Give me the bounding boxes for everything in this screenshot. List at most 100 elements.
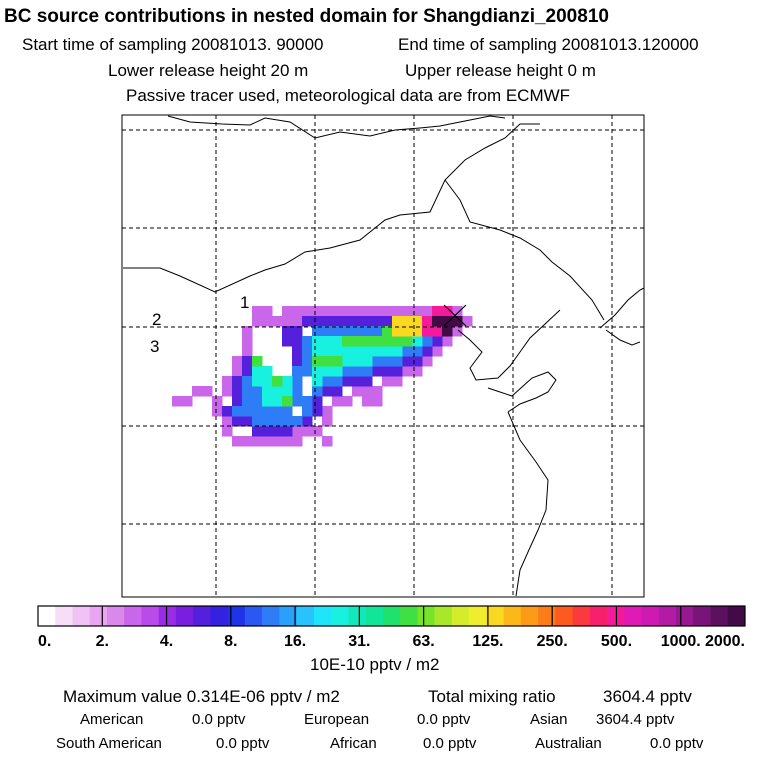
- region-european-label: European: [304, 711, 370, 728]
- plume-cell-l2-45: [292, 356, 303, 367]
- trajectory-label-1: 1: [240, 293, 249, 312]
- plume-cell-l8-3: [452, 316, 463, 327]
- colorbar-swatch-27: [503, 606, 522, 626]
- plume-cell-l3-23: [422, 336, 433, 347]
- plume-cell-l1-20: [402, 306, 413, 317]
- colorbar-ticks: 0. 2. 4. 8. 16. 31. 63. 125. 250. 500. 1000. 2000.: [38, 633, 745, 650]
- plume-cell-l1-1: [262, 306, 273, 317]
- plume-cell-l3-43: [272, 406, 283, 417]
- plume-cell-l3-41: [292, 396, 303, 407]
- plume-cell-l3-25: [302, 336, 313, 347]
- colorbar-swatch-11: [227, 606, 246, 626]
- colorbar-swatch-28: [520, 606, 539, 626]
- colorbar-swatch-16: [313, 606, 332, 626]
- plume-cell-l2-7: [302, 416, 313, 427]
- plume-cell-l2-15: [372, 366, 383, 377]
- plume-cell-l6-2: [412, 326, 423, 337]
- start-time-label: Start time of sampling 20081013. 90000: [22, 35, 324, 54]
- colorbar-swatch-8: [175, 606, 194, 626]
- colorbar-tick-6: 63.: [413, 633, 435, 650]
- colorbar-swatch-38: [693, 606, 711, 626]
- plume-cell-l1-63: [192, 386, 203, 397]
- lower-release-label: Lower release height 20 m: [108, 61, 309, 80]
- plume-cell-l5-3: [372, 336, 383, 347]
- plume-cell-l2-42: [282, 336, 293, 347]
- coast-korea: [599, 287, 645, 329]
- colorbar-tick-7: 125.: [472, 633, 503, 650]
- colorbar-swatch-7: [158, 606, 177, 626]
- region-african-value: 0.0 pptv: [423, 735, 477, 752]
- plume-cell-l4-13: [322, 346, 333, 357]
- plume-cell-l4-38: [412, 336, 423, 347]
- plume-cell-l1-3: [262, 316, 273, 327]
- plume-cell-l4-3: [272, 396, 283, 407]
- region-asian-value: 3604.4 pptv: [596, 711, 675, 728]
- plume-cell-l1-30: [222, 376, 233, 387]
- coast-shandong: [487, 371, 557, 413]
- plume-cell-l1-54: [402, 366, 413, 377]
- colorbar-tick-5: 31.: [348, 633, 370, 650]
- plume-cell-l3-14: [332, 376, 343, 387]
- plume-cell-l7-0: [422, 316, 433, 327]
- plume-cell-l2-16: [382, 366, 393, 377]
- trajectory-label-2: 2: [152, 310, 161, 329]
- plume-cell-l1-17: [372, 306, 383, 317]
- plume-cell-l1-13: [332, 306, 343, 317]
- plume-cell-l3-35: [372, 326, 383, 337]
- plume-cell-l1-48: [342, 396, 353, 407]
- plume-cell-l8-2: [442, 326, 453, 337]
- plume-cell-l3-27: [302, 356, 313, 367]
- plume-cell-l1-26: [242, 336, 253, 347]
- colorbar-swatch-35: [641, 606, 660, 626]
- plume-cell-l1-33: [212, 406, 223, 417]
- plume-cell-l3-2: [242, 396, 253, 407]
- plume-cell-l5-1: [352, 336, 363, 347]
- plume-cell-l2-4: [262, 426, 273, 437]
- plume-cell-l3-4: [242, 376, 253, 387]
- plume-cell-l5-13: [312, 356, 323, 367]
- plume-cell-l1-38: [252, 436, 263, 447]
- plume-cell-l3-17: [362, 366, 373, 377]
- plume-cell-l1-56: [422, 356, 433, 367]
- plume-cell-l2-14: [362, 376, 373, 387]
- plume-cell-l2-30: [292, 326, 303, 337]
- plume-cell-l1-6: [282, 306, 293, 317]
- colorbar-swatch-39: [710, 606, 729, 626]
- plume-cell-l2-5: [272, 426, 283, 437]
- plume-cell-l2-24: [232, 376, 243, 387]
- plume-cell-l3-30: [322, 326, 333, 337]
- tracer-note: Passive tracer used, meteorological data…: [126, 86, 571, 105]
- plume-cell-l5-5: [392, 336, 403, 347]
- total-mixing-label: Total mixing ratio: [428, 687, 556, 706]
- total-mixing-value: 3604.4 pptv: [603, 687, 692, 706]
- coast-east: [507, 411, 549, 597]
- plume-cell-l3-40: [292, 386, 303, 397]
- colorbar-swatch-1: [55, 606, 73, 626]
- plume-cell-l4-10: [312, 366, 323, 377]
- colorbar-swatch-17: [331, 606, 349, 626]
- plume-cell-l4-0: [262, 386, 273, 397]
- plume-cell-l2-27: [242, 356, 253, 367]
- plume-cell-l3-44: [262, 406, 273, 417]
- region-european-value: 0.0 pptv: [417, 711, 471, 728]
- plume-cell-l3-46: [252, 396, 263, 407]
- station-marker: [443, 304, 467, 327]
- colorbar-tick-8: 250.: [537, 633, 568, 650]
- colorbar-swatch-34: [624, 606, 642, 626]
- plume-cell-l1-49: [352, 386, 363, 397]
- plume-cell-l1-44: [312, 426, 323, 437]
- coast-korea-2: [605, 329, 641, 346]
- plume-cell-l4-17: [332, 346, 343, 357]
- chart-title: BC source contributions in nested domain…: [4, 6, 609, 27]
- colorbar-swatch-26: [486, 606, 504, 626]
- plume-cell-l5-18: [272, 376, 283, 387]
- colorbar-swatch-20: [382, 606, 401, 626]
- plume-cell-l4-7: [312, 336, 323, 347]
- coast-bohai: [457, 309, 561, 381]
- plume-cell-l3-13: [322, 376, 333, 387]
- plume-cell-l3-29: [312, 326, 323, 337]
- plume-cell-l2-17: [392, 366, 403, 377]
- plume-cell-l4-11: [312, 376, 323, 387]
- plume-cell-l1-29: [232, 366, 243, 377]
- plume-cell-l2-34: [332, 316, 343, 327]
